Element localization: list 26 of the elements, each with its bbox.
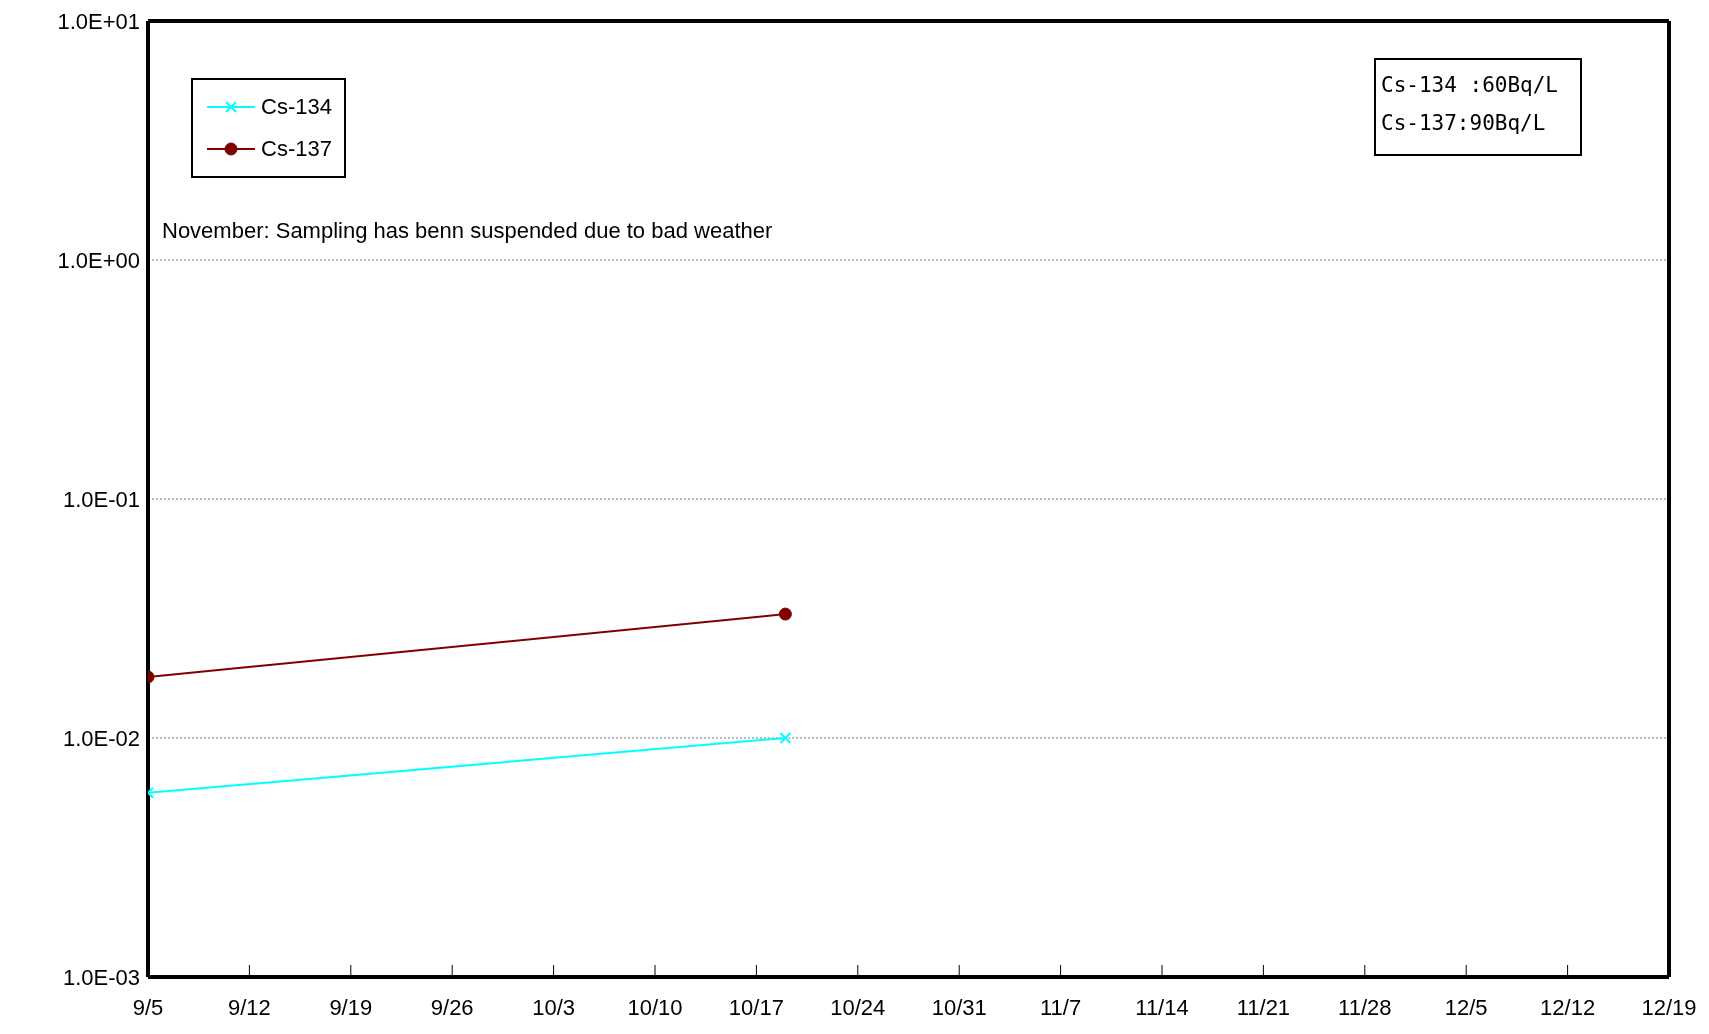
- x-tick-label: 10/24: [830, 994, 886, 1020]
- legend-label: Cs-134: [261, 94, 332, 120]
- y-tick-label: 1.0E-03: [62, 964, 140, 990]
- annotation: November: Sampling has benn suspended due to bad weather: [162, 218, 773, 244]
- x-tick-label: 11/7: [1040, 994, 1082, 1020]
- x-tick-label: 9/19: [329, 994, 373, 1020]
- x-tick-label: 11/14: [1135, 994, 1189, 1020]
- x-tick-label: 11/21: [1236, 994, 1291, 1020]
- annotation: Cs-137:90Bq/L: [1381, 110, 1547, 137]
- x-tick-label: 10/31: [931, 994, 987, 1020]
- legend-label: Cs-137: [261, 136, 332, 162]
- x-tick-label: 9/26: [430, 994, 474, 1020]
- annotation: Cs-134 :60Bq/L: [1381, 72, 1559, 99]
- x-tick-label: 10/17: [728, 994, 784, 1020]
- x-tick-label: 12/5: [1444, 994, 1488, 1020]
- x-tick-label: 9/5: [132, 994, 164, 1020]
- y-tick-label: 1.0E-02: [62, 725, 140, 751]
- x-tick-label: 9/12: [227, 994, 271, 1020]
- y-tick-label: 1.0E+00: [57, 247, 140, 273]
- y-tick-label: 1.0E+01: [57, 8, 140, 34]
- x-tick-label: 12/19: [1641, 994, 1697, 1020]
- x-tick-label: 10/3: [532, 994, 576, 1020]
- y-tick-label: 1.0E-01: [62, 486, 140, 512]
- x-tick-label: 11/28: [1338, 994, 1392, 1020]
- x-tick-label: 10/10: [627, 994, 683, 1020]
- x-tick-label: 12/12: [1540, 994, 1596, 1020]
